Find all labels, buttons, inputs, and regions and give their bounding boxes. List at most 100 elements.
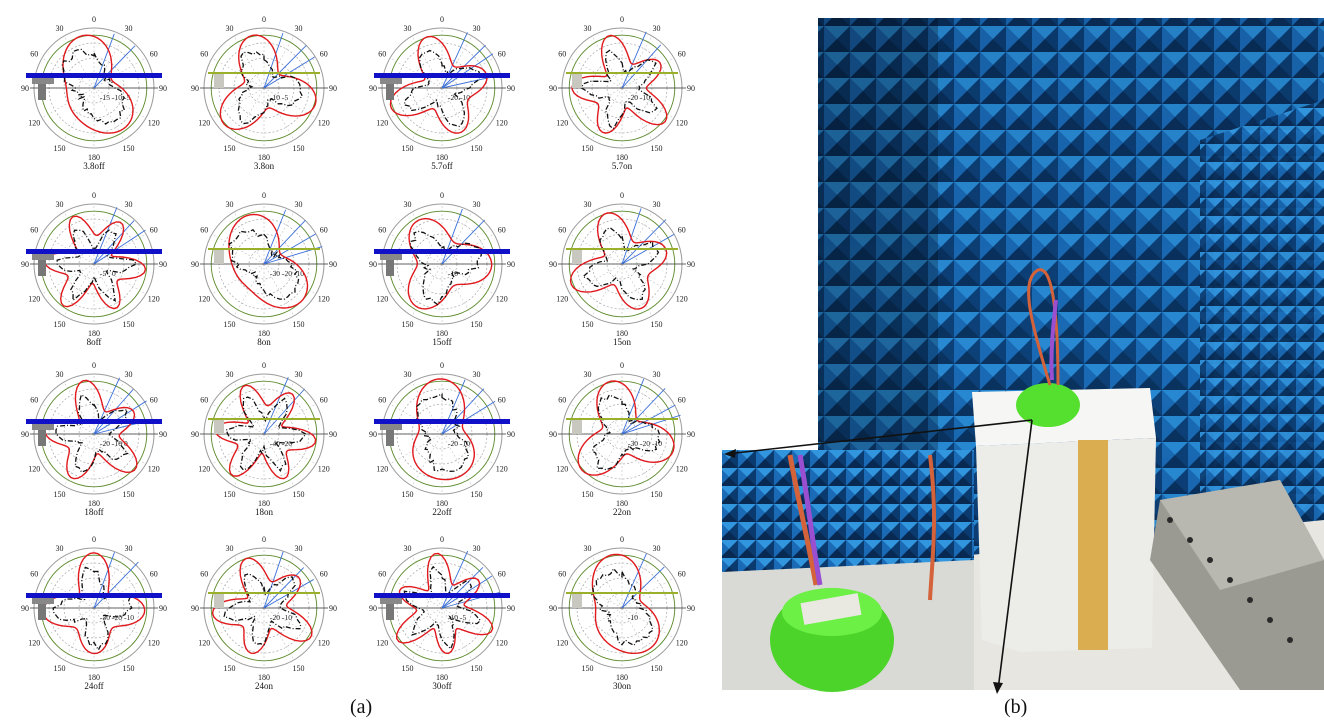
polar-spoke	[441, 263, 495, 295]
simulated-pattern	[407, 217, 493, 310]
polar-spoke	[591, 35, 623, 89]
radial-tick: -5	[460, 613, 466, 622]
angle-tick: 150	[224, 320, 236, 329]
angle-tick: 180	[436, 153, 448, 162]
angle-tick: 30	[56, 200, 64, 209]
beam-line	[441, 379, 466, 435]
angle-tick: 30	[404, 370, 412, 379]
polar-spoke	[569, 57, 623, 89]
beam-line	[621, 208, 642, 265]
radial-tick: -20	[628, 93, 638, 102]
angle-tick: 90	[159, 430, 167, 439]
angle-tick: 0	[440, 361, 444, 370]
angle-tick: 180	[258, 673, 270, 682]
polar-spoke	[591, 263, 623, 317]
feed-block	[572, 420, 582, 434]
beam-line	[441, 550, 469, 609]
angle-tick: 60	[558, 570, 566, 579]
angle-tick: 90	[191, 604, 199, 613]
radial-tick: -10	[460, 439, 470, 448]
simulated-pattern	[571, 34, 668, 134]
polar-spoke	[569, 263, 623, 295]
polar-panel: 0 30 60 90 120 150 180 150 120 90 60 30 -10 15off	[369, 191, 515, 347]
angle-tick: 180	[258, 329, 270, 338]
angle-tick: 30	[226, 544, 234, 553]
polar-spoke	[63, 607, 95, 661]
angle-tick: 150	[54, 664, 66, 673]
angle-tick: 180	[88, 499, 100, 508]
polar-spoke	[621, 607, 675, 639]
polar-spoke	[441, 555, 473, 609]
foam-block	[976, 438, 1156, 652]
angle-tick: 60	[30, 396, 38, 405]
angle-tick: 150	[651, 490, 663, 499]
radial-tick: -30	[270, 269, 280, 278]
panel-label: 3.8off	[83, 161, 105, 171]
polar-spoke	[211, 433, 265, 465]
angle-tick: 90	[21, 604, 29, 613]
polar-spoke	[41, 607, 95, 639]
angle-tick: 30	[584, 370, 592, 379]
angle-tick: 60	[150, 396, 158, 405]
panel-label: 24off	[84, 681, 103, 691]
angle-tick: 120	[198, 295, 210, 304]
angle-tick: 0	[92, 15, 96, 24]
angle-tick: 150	[123, 144, 135, 153]
angle-tick: 150	[293, 144, 305, 153]
angle-tick: 180	[616, 499, 628, 508]
angle-tick: 150	[582, 320, 594, 329]
polar-panel: 0 30 60 90 120 150 180 150 120 90 60 30 -30 -20 -10 24o…	[21, 535, 167, 691]
angle-tick: 150	[293, 664, 305, 673]
measured-pattern	[237, 51, 304, 125]
ground-bar	[374, 593, 510, 598]
angle-tick: 30	[56, 24, 64, 33]
radial-tick: -10	[282, 613, 292, 622]
polar-spoke	[591, 381, 623, 435]
ground-bar	[26, 419, 162, 424]
angle-tick: 150	[123, 320, 135, 329]
angle-tick: 30	[653, 544, 661, 553]
angle-tick: 60	[498, 396, 506, 405]
radial-tick: -10	[112, 93, 122, 102]
beam-line	[621, 44, 662, 89]
angle-tick: 30	[473, 544, 481, 553]
ground-bar	[26, 593, 162, 598]
beam-line	[93, 33, 115, 89]
angle-tick: 60	[150, 226, 158, 235]
angle-tick: 120	[198, 465, 210, 474]
angle-tick: 90	[687, 430, 695, 439]
angle-tick: 90	[549, 604, 557, 613]
polar-spoke	[63, 35, 95, 89]
angle-tick: 0	[262, 535, 266, 544]
polar-spoke	[263, 87, 295, 141]
angle-tick: 120	[198, 639, 210, 648]
polar-spoke	[621, 57, 675, 89]
polar-spoke	[233, 211, 265, 265]
angle-tick: 90	[549, 84, 557, 93]
beam-line	[621, 31, 647, 89]
polar-spoke	[211, 263, 265, 295]
simulated-pattern	[569, 212, 668, 310]
beam-line	[441, 566, 484, 609]
polar-spoke	[389, 87, 443, 119]
polar-spoke	[263, 607, 295, 661]
angle-tick: 150	[224, 664, 236, 673]
beam-line	[441, 575, 493, 609]
angle-tick: 90	[369, 84, 377, 93]
angle-tick: 60	[558, 396, 566, 405]
panel-label: 8off	[87, 337, 102, 347]
polar-spoke	[63, 263, 95, 317]
angle-tick: 0	[620, 535, 624, 544]
polar-spoke	[591, 607, 623, 661]
beam-line	[93, 45, 136, 89]
polar-spoke	[233, 555, 265, 609]
polar-spoke	[389, 433, 443, 465]
polar-spoke	[621, 433, 653, 487]
angle-tick: 60	[498, 570, 506, 579]
radial-tick: -20	[270, 613, 280, 622]
angle-tick: 0	[262, 361, 266, 370]
polar-spoke	[621, 381, 653, 435]
angle-tick: 180	[436, 499, 448, 508]
beam-line	[263, 388, 305, 435]
